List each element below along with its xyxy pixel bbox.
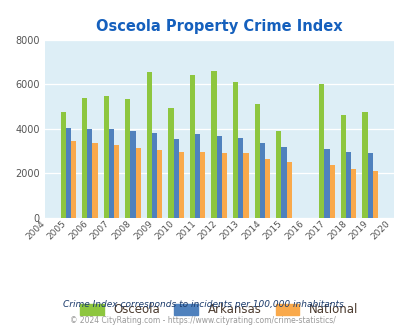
Bar [157,150,162,218]
Bar [286,162,291,218]
Bar [243,153,248,218]
Legend: Osceola, Arkansas, National: Osceola, Arkansas, National [76,299,362,321]
Bar [114,146,119,218]
Bar [232,82,238,218]
Text: Crime Index corresponds to incidents per 100,000 inhabitants: Crime Index corresponds to incidents per… [62,300,343,309]
Bar [372,171,377,218]
Bar [71,141,76,218]
Bar [178,152,183,218]
Bar [340,115,345,218]
Bar [200,152,205,218]
Title: Osceola Property Crime Index: Osceola Property Crime Index [96,19,342,34]
Bar [125,99,130,218]
Bar [190,75,195,218]
Bar [350,169,356,218]
Bar [238,138,243,218]
Bar [275,131,281,218]
Bar [216,137,221,218]
Bar [362,112,367,218]
Bar [324,149,329,218]
Text: © 2024 CityRating.com - https://www.cityrating.com/crime-statistics/: © 2024 CityRating.com - https://www.city… [70,316,335,325]
Bar [221,153,226,218]
Bar [66,128,71,218]
Bar [103,96,109,218]
Bar [259,143,264,218]
Bar [92,143,97,218]
Bar [264,159,269,218]
Bar [151,133,157,218]
Bar [173,139,178,218]
Bar [211,71,216,218]
Bar [60,112,66,218]
Bar [168,108,173,218]
Bar [147,72,151,218]
Bar [109,129,114,218]
Bar [130,131,135,218]
Bar [82,98,87,218]
Bar [195,134,200,218]
Bar [345,152,350,218]
Bar [254,104,259,218]
Bar [87,129,92,218]
Bar [318,84,324,218]
Bar [135,148,141,218]
Bar [367,153,372,218]
Bar [329,165,334,218]
Bar [281,147,286,218]
